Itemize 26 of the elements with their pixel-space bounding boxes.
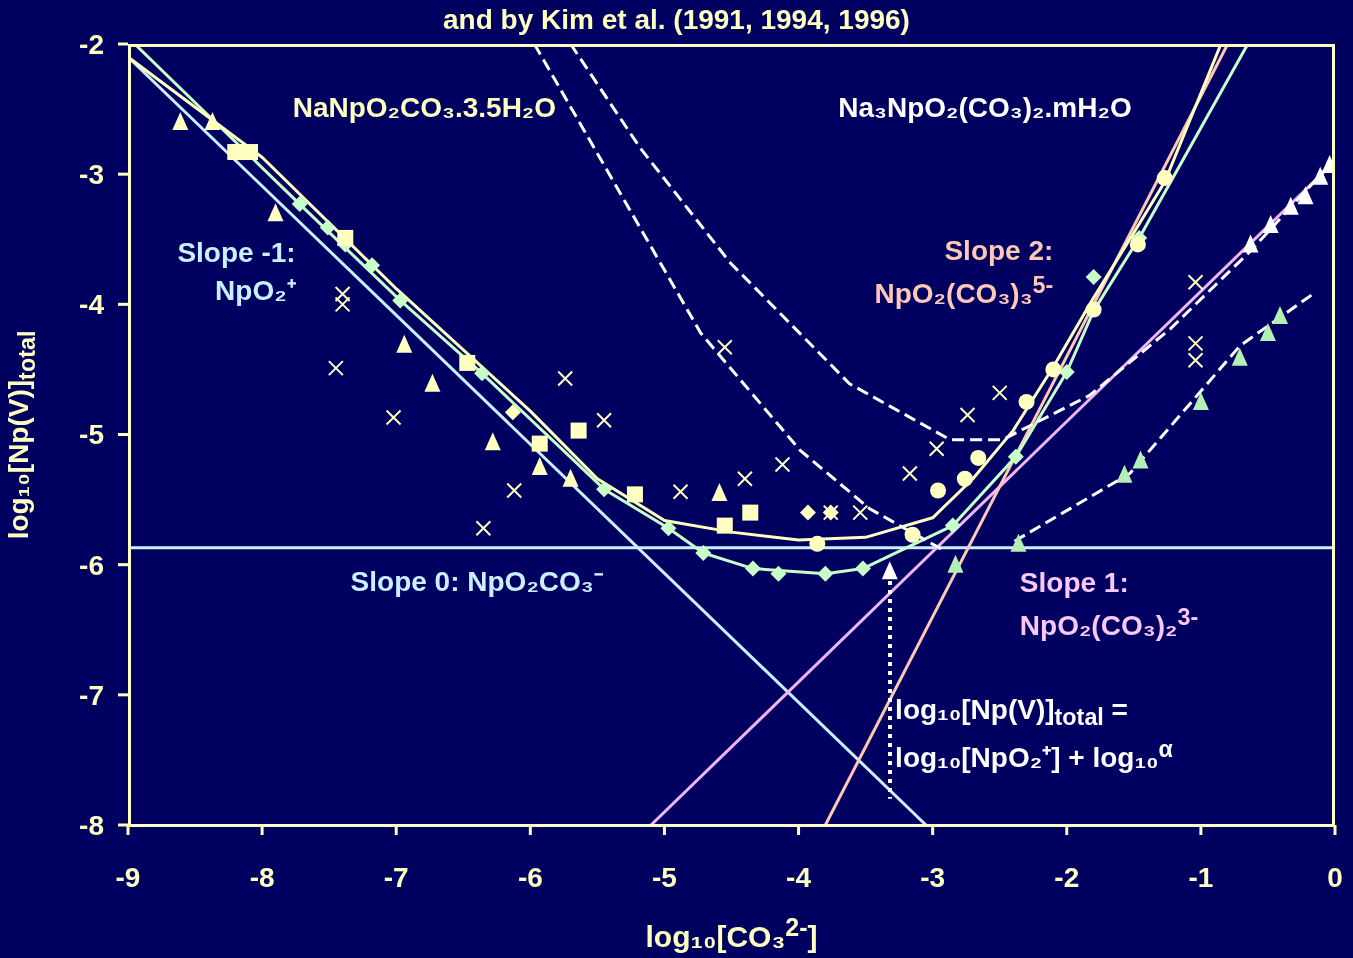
y-tick-label: -8 (79, 809, 104, 841)
annotation: Slope 1: NpO₂(CO₃)₂$^{3-}$ (1019, 565, 1199, 643)
x-tick-label: -3 (920, 861, 946, 893)
y-tick-label: -4 (79, 289, 105, 321)
y-tick-label: -3 (79, 159, 104, 191)
x-tick-label: -8 (249, 861, 275, 893)
x-tick-label: -5 (651, 861, 677, 893)
annotation: log₁₀[Np(V)]$_{total}$ = log₁₀[NpO₂⁺] + log₁₀$^{α}$ (895, 692, 1173, 776)
x-axis-title: log₁₀[CO₃$^{2-}$] (644, 913, 819, 954)
x-tick-label: -1 (1188, 861, 1214, 893)
y-tick-label: -7 (79, 679, 104, 711)
annotation: Slope 2: NpO₂(CO₃)₃$^{5-}$ (874, 233, 1054, 311)
x-tick-label: -9 (115, 861, 141, 893)
chart-title: and by Kim et al. (1991, 1994, 1996) (443, 4, 910, 35)
y-tick-label: -2 (79, 28, 104, 60)
x-tick-label: -6 (517, 861, 543, 893)
annotation: Slope 0: NpO₂CO₃⁻ (350, 564, 603, 599)
x-tick-label: -4 (786, 861, 812, 893)
y-tick-label: -6 (79, 549, 104, 581)
x-tick-label: -2 (1054, 861, 1080, 893)
annotation: Slope -1: NpO₂⁺ (177, 236, 296, 308)
x-tick-label: 0 (1327, 861, 1343, 893)
annotation: Na₃NpO₂(CO₃)₂.mH₂O (838, 90, 1132, 125)
x-tick-label: -7 (383, 861, 409, 893)
annotation: NaNpO₂CO₃.3.5H₂O (292, 90, 557, 125)
y-tick-label: -5 (79, 419, 104, 451)
